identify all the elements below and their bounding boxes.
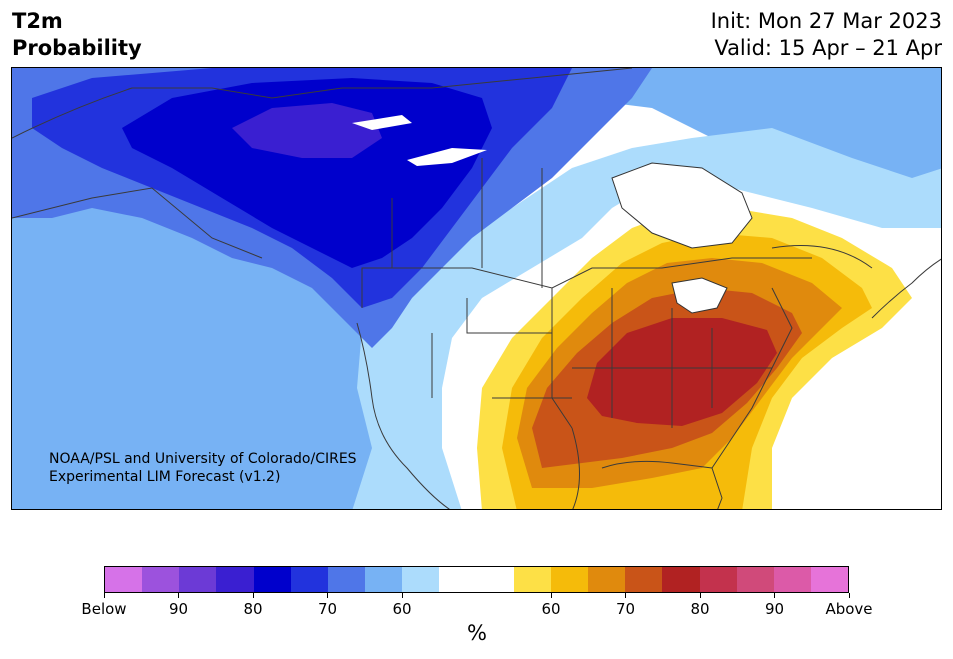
below-normal-region-core xyxy=(232,103,382,158)
colorbar-tick-label: 70 xyxy=(615,600,636,618)
colorbar-tick-mark xyxy=(848,593,850,598)
colorbar-segment xyxy=(810,567,849,592)
probability-map xyxy=(12,68,941,509)
colorbar-tick-label: 60 xyxy=(541,600,561,618)
colorbar-segment xyxy=(253,567,291,592)
valid-range: Valid: 15 Apr – 21 Apr xyxy=(714,36,942,60)
colorbar-tick-mark xyxy=(699,593,701,598)
colorbar-segment xyxy=(476,567,514,592)
init-date: Init: Mon 27 Mar 2023 xyxy=(710,9,942,33)
below-normal-region-light-blue xyxy=(352,128,941,509)
colorbar-segment xyxy=(402,567,440,592)
colorbar xyxy=(104,566,849,593)
colorbar-segment xyxy=(550,567,589,592)
colorbar-tick-label: 90 xyxy=(764,600,785,618)
colorbar-tick-label: Below xyxy=(81,600,127,618)
colorbar-segment xyxy=(625,567,663,592)
colorbar-tick-mark xyxy=(625,593,626,598)
colorbar-tick-mark xyxy=(774,593,775,598)
colorbar-segment xyxy=(179,567,217,592)
colorbar-tick-mark xyxy=(327,593,328,598)
colorbar-segment xyxy=(662,567,700,592)
title-line1: T2m xyxy=(12,9,63,33)
colorbar-tick-mark xyxy=(252,593,254,598)
credit-line2: Experimental LIM Forecast (v1.2) xyxy=(49,469,281,485)
credit-line1: NOAA/PSL and University of Colorado/CIRE… xyxy=(49,451,357,467)
colorbar-segment xyxy=(588,567,626,592)
hudson-bay-ice xyxy=(611,162,753,249)
colorbar-tick-label: 90 xyxy=(168,600,189,618)
borders xyxy=(12,68,941,509)
colorbar-segment xyxy=(699,567,737,592)
colorbar-segment xyxy=(365,567,403,592)
above-normal-region-75 xyxy=(587,318,777,426)
colorbar-units: % xyxy=(467,621,487,645)
great-lakes xyxy=(671,277,728,314)
colorbar-tick-mark xyxy=(550,593,552,598)
map-panel xyxy=(11,67,942,510)
title-line2: Probability xyxy=(12,36,142,60)
colorbar-segment xyxy=(290,567,328,592)
colorbar-segment xyxy=(105,567,143,592)
map-title: T2m Probability xyxy=(12,8,142,62)
forecast-dates: Init: Mon 27 Mar 2023 Valid: 15 Apr – 21… xyxy=(711,8,942,62)
colorbar-tick-mark xyxy=(103,593,105,598)
colorbar-segment xyxy=(327,567,366,592)
colorbar-segment xyxy=(142,567,180,592)
colorbar-segment xyxy=(773,567,811,592)
colorbar-segment xyxy=(513,567,551,592)
colorbar-tick-label: 70 xyxy=(317,600,338,618)
colorbar-tick-label: 80 xyxy=(243,600,263,618)
colorbar-segment xyxy=(439,567,477,592)
colorbar-tick-label: Above xyxy=(825,600,873,618)
lake-white-1 xyxy=(352,115,412,130)
colorbar-tick-label: 60 xyxy=(392,600,412,618)
lake-white-2 xyxy=(407,148,487,166)
colorbar-segment xyxy=(736,567,774,592)
colorbar-tick-mark xyxy=(401,593,403,598)
colorbar-tick-mark xyxy=(178,593,179,598)
below-normal-region-darker xyxy=(122,78,492,268)
colorbar-segment xyxy=(216,567,254,592)
data-credit: NOAA/PSL and University of Colorado/CIRE… xyxy=(49,450,357,486)
colorbar-tick-label: 80 xyxy=(690,600,710,618)
